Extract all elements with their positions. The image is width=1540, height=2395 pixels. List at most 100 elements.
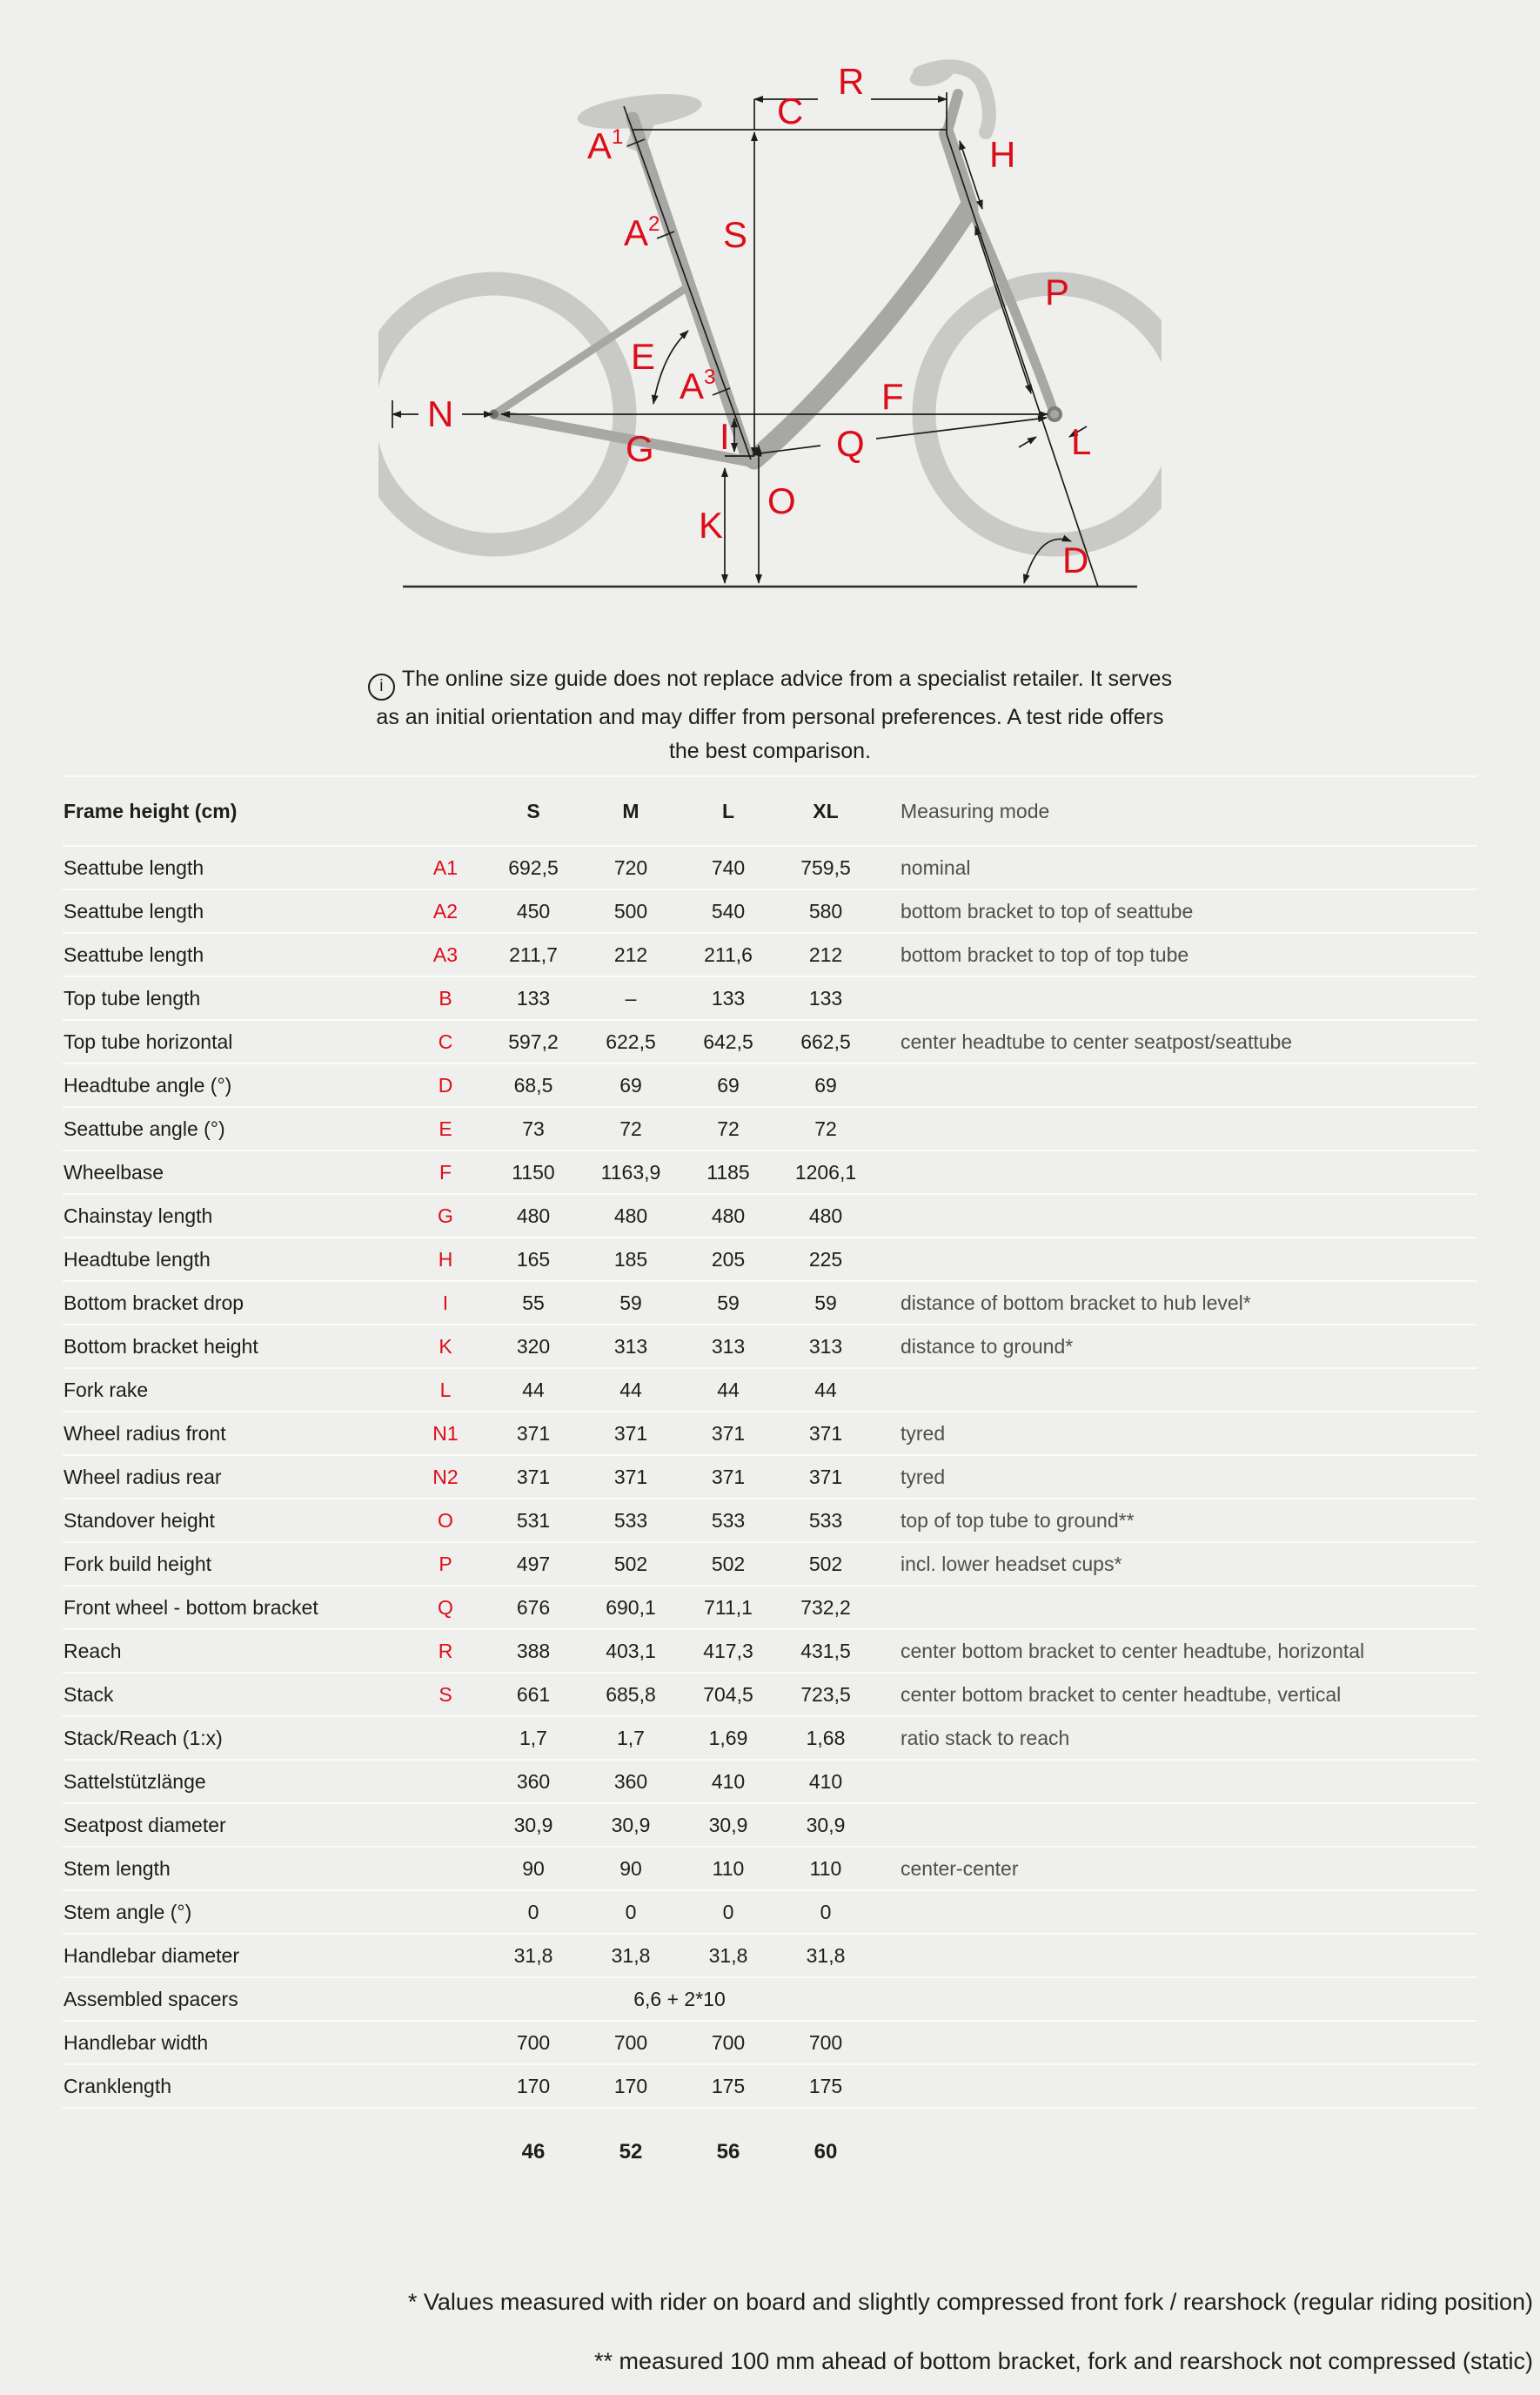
table-row: Wheelbase F 1150 1163,9 1185 1206,1 — [63, 1151, 1477, 1194]
row-value: 59 — [814, 1291, 837, 1314]
sizes-row-empty — [874, 2108, 1477, 2195]
row-letter: P — [439, 1552, 452, 1575]
row-measuring-mode: tyred — [901, 1465, 946, 1488]
row-value: 313 — [808, 1334, 843, 1358]
row-value: 740 — [711, 855, 746, 879]
row-value: 403,1 — [606, 1639, 656, 1662]
row-label: Wheelbase — [64, 1160, 164, 1184]
row-value: 1,7 — [617, 1726, 645, 1749]
row-measuring-mode — [874, 1368, 1477, 1412]
row-label: Cranklength — [64, 2074, 172, 2097]
table-row: Seattube length A2 450 500 540 580 bottom brac… — [63, 889, 1477, 933]
row-value: 30,9 — [806, 1813, 846, 1836]
table-row: Handlebar width 700 700 700 700 — [63, 2021, 1477, 2064]
row-value: 388 — [516, 1639, 551, 1662]
table-row: Stack S 661 685,8 704,5 723,5 center bottom br… — [63, 1673, 1477, 1716]
table-row: Fork rake L 44 44 44 44 — [63, 1368, 1477, 1412]
row-value: 0 — [722, 1900, 734, 1923]
row-value: 692,5 — [508, 855, 559, 879]
row-value: 31,8 — [513, 1943, 553, 1967]
row-value: 371 — [808, 1421, 843, 1445]
row-label: Top tube length — [64, 986, 201, 1010]
row-value: 720 — [613, 855, 648, 879]
row-value: 360 — [516, 1769, 551, 1793]
row-value-span: 6,6 + 2*10 — [633, 1987, 726, 2010]
bike-geometry-diagram: RC A1 A2 S H P E A3 N G I QF L O K D — [378, 59, 1162, 588]
table-row: Cranklength 170 170 175 175 — [63, 2064, 1477, 2108]
row-measuring-mode: incl. lower headset cups* — [901, 1552, 1122, 1575]
row-label: Front wheel - bottom bracket — [64, 1595, 318, 1619]
table-row: Seattube length A1 692,5 720 740 759,5 nominal — [63, 846, 1477, 889]
row-value: 68,5 — [513, 1073, 553, 1097]
row-letter: L — [439, 1378, 452, 1401]
table-row: Chainstay length G 480 480 480 480 — [63, 1194, 1477, 1238]
row-value: 700 — [613, 2030, 648, 2054]
row-value: 44 — [717, 1378, 740, 1401]
row-value: 205 — [711, 1247, 746, 1271]
diagram-label-E: E — [631, 336, 655, 377]
row-label: Seattube length — [64, 943, 204, 966]
table-row: Reach R 388 403,1 417,3 431,5 center bottom br… — [63, 1629, 1477, 1673]
row-letter: N1 — [432, 1421, 459, 1445]
row-value: 69 — [619, 1073, 642, 1097]
row-measuring-mode: top of top tube to ground** — [901, 1508, 1135, 1532]
row-letter: H — [438, 1247, 453, 1271]
row-value: 0 — [820, 1900, 832, 1923]
frame-size-value: 46 — [521, 2139, 546, 2164]
row-letter: A1 — [432, 855, 459, 879]
row-measuring-mode — [874, 2021, 1477, 2064]
row-letter: Q — [438, 1595, 453, 1619]
row-value: 480 — [613, 1204, 648, 1227]
row-value: – — [625, 986, 637, 1010]
row-value: 622,5 — [606, 1030, 656, 1053]
diagram-label-L: L — [1071, 421, 1091, 462]
row-value: 360 — [613, 1769, 648, 1793]
table-row: Headtube angle (°) D 68,5 69 69 69 — [63, 1063, 1477, 1107]
diagram-label-F: F — [881, 376, 904, 417]
measurement-lines — [392, 92, 1137, 588]
row-value: 30,9 — [513, 1813, 553, 1836]
row-value: 371 — [613, 1465, 648, 1488]
row-value: 211,7 — [509, 943, 558, 966]
diagram-label-D: D — [1062, 540, 1088, 580]
row-value: 533 — [613, 1508, 648, 1532]
row-letter — [406, 2021, 485, 2064]
row-value: 642,5 — [703, 1030, 753, 1053]
row-measuring-mode: center bottom bracket to center headtube… — [901, 1639, 1365, 1662]
row-label: Handlebar diameter — [64, 1943, 240, 1967]
row-value: 410 — [808, 1769, 843, 1793]
row-value: 685,8 — [606, 1682, 656, 1706]
row-label: Stack — [64, 1682, 114, 1706]
table-row: Stack/Reach (1:x) 1,7 1,7 1,69 1,68 ratio sta… — [63, 1716, 1477, 1760]
row-value: 133 — [711, 986, 746, 1010]
row-letter — [406, 1890, 485, 1934]
table-row: Stem length 90 90 110 110 center-center — [63, 1847, 1477, 1890]
frame-sizes-row: 46 52 56 60 — [63, 2108, 1477, 2195]
diagram-label-A3: A3 — [680, 366, 715, 406]
row-label: Fork rake — [64, 1378, 149, 1401]
row-label: Stem length — [64, 1856, 171, 1880]
row-value: 175 — [808, 2074, 843, 2097]
row-measuring-mode: bottom bracket to top of seattube — [901, 899, 1194, 922]
row-value: 1,68 — [806, 1726, 846, 1749]
row-measuring-mode: bottom bracket to top of top tube — [901, 943, 1189, 966]
row-letter: I — [442, 1291, 449, 1314]
size-header-xl: XL — [813, 799, 839, 822]
row-value: 480 — [516, 1204, 551, 1227]
row-measuring-mode: tyred — [901, 1421, 946, 1445]
bike-frame-icon — [489, 89, 1062, 470]
row-letter: K — [439, 1334, 452, 1358]
geometry-table: Frame height (cm) S M L XL Measuring mod… — [63, 775, 1477, 2195]
row-value: 31,8 — [611, 1943, 651, 1967]
table-row: Assembled spacers 6,6 + 2*10 — [63, 1977, 1477, 2021]
row-value: 175 — [711, 2074, 746, 2097]
row-letter — [406, 1716, 485, 1760]
row-value: 533 — [711, 1508, 746, 1532]
row-value: 30,9 — [708, 1813, 748, 1836]
row-measuring-mode: nominal — [901, 855, 971, 879]
table-row: Handlebar diameter 31,8 31,8 31,8 31,8 — [63, 1934, 1477, 1977]
row-value: 185 — [613, 1247, 648, 1271]
row-letter — [406, 1934, 485, 1977]
row-label: Chainstay length — [64, 1204, 213, 1227]
